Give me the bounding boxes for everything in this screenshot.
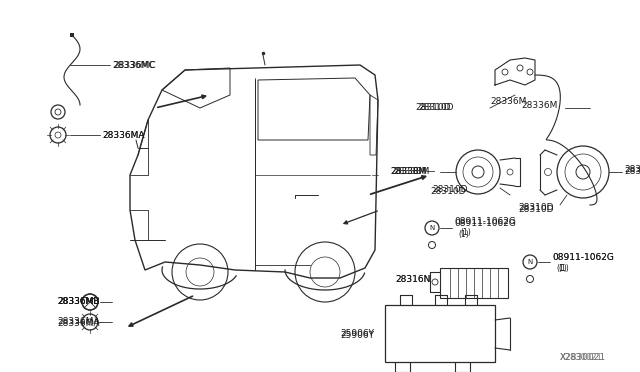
Text: 28336MB: 28336MB [57, 298, 99, 307]
Text: 28338M: 28338M [624, 167, 640, 176]
Text: (1): (1) [460, 228, 471, 237]
Text: 28336MA: 28336MA [57, 318, 99, 327]
Text: 28310D: 28310D [518, 205, 554, 215]
Text: 25906Y: 25906Y [340, 328, 374, 337]
Text: (1): (1) [556, 263, 567, 273]
Text: 28336M: 28336M [522, 100, 558, 109]
Text: 25906Y: 25906Y [340, 330, 374, 340]
Text: 08911-1062G: 08911-1062G [552, 253, 614, 263]
Text: 08911-1062G: 08911-1062G [454, 218, 516, 227]
Text: (1): (1) [558, 263, 569, 273]
Text: 28336MA: 28336MA [102, 131, 145, 140]
Text: 28338M—: 28338M— [390, 167, 435, 176]
Text: N: N [527, 259, 532, 265]
Text: 28336MA: 28336MA [102, 131, 145, 140]
Text: 28310D: 28310D [432, 186, 467, 195]
Text: 28310D: 28310D [518, 203, 554, 212]
Text: X2830021: X2830021 [560, 353, 603, 362]
Text: 28316N: 28316N [395, 276, 430, 285]
Text: (1): (1) [458, 230, 468, 238]
Text: 28336M: 28336M [490, 97, 526, 106]
Text: 28336MB: 28336MB [57, 298, 99, 307]
Text: 28310D: 28310D [430, 187, 465, 196]
Text: 28338M: 28338M [624, 166, 640, 174]
Text: N: N [429, 225, 435, 231]
Text: 08911-1062G: 08911-1062G [552, 253, 614, 262]
Text: 28338M: 28338M [393, 167, 429, 176]
Text: 28336MC: 28336MC [113, 61, 156, 70]
Text: 28310D: 28310D [415, 103, 451, 112]
Text: 28336MC: 28336MC [112, 61, 155, 70]
Text: 28336MB: 28336MB [57, 298, 99, 307]
Text: 28336MA: 28336MA [57, 317, 99, 327]
Text: 28310D: 28310D [418, 103, 454, 112]
Text: X2830021: X2830021 [560, 353, 606, 362]
Text: 28316N: 28316N [395, 276, 430, 285]
Text: 28336MB: 28336MB [57, 298, 99, 307]
Text: 28338M: 28338M [390, 167, 426, 176]
Text: 08911-1062G: 08911-1062G [454, 219, 516, 228]
